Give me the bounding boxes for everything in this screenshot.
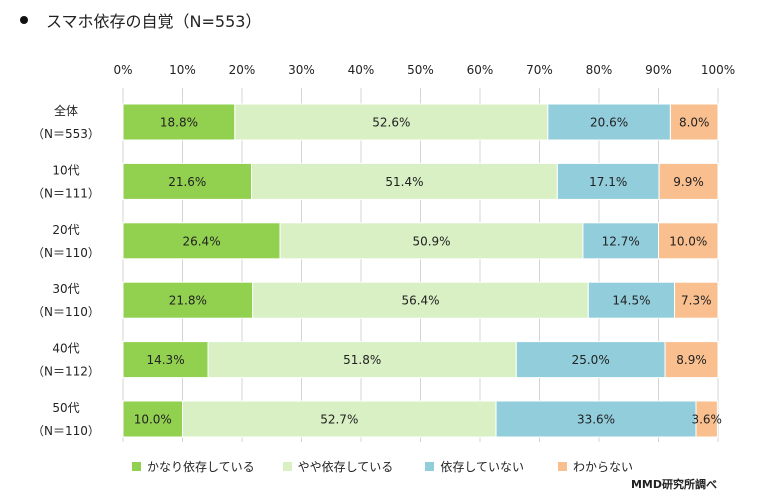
bar-segment	[582, 222, 659, 260]
bar-segment	[664, 341, 719, 379]
bar-segment	[251, 162, 558, 200]
data-label: 33.6%	[577, 413, 615, 427]
category-sample-size: （N＝111）	[32, 186, 100, 200]
x-tick-label: 90%	[645, 63, 672, 77]
legend-item: かなり依存している	[132, 458, 255, 475]
x-tick-label: 70%	[526, 63, 553, 77]
legend-swatch	[132, 462, 141, 471]
legend-item: やや依存している	[282, 458, 394, 475]
bar-segment	[234, 103, 549, 141]
data-label: 50.9%	[412, 234, 450, 248]
category-label: 30代	[52, 282, 79, 296]
data-label: 26.4%	[182, 234, 220, 248]
bar-segment	[182, 400, 497, 438]
data-label: 56.4%	[401, 294, 439, 308]
source-credit: MMD研究所調べ	[630, 478, 717, 491]
x-tick-label: 60%	[467, 63, 494, 77]
category-label: 20代	[52, 223, 79, 237]
x-tick-label: 30%	[288, 63, 315, 77]
x-tick-label: 10%	[169, 63, 196, 77]
data-label: 52.7%	[320, 413, 358, 427]
bar-segment	[587, 281, 676, 319]
data-label: 10.0%	[134, 413, 172, 427]
data-label: 51.4%	[385, 175, 423, 189]
data-label: 14.3%	[146, 353, 184, 367]
legend-label: やや依存している	[297, 460, 394, 474]
category-label: 50代	[52, 401, 79, 415]
category-sample-size: （N＝110）	[32, 246, 100, 260]
data-label: 7.3%	[681, 294, 712, 308]
bullet-icon	[20, 16, 28, 24]
bar-segment	[515, 341, 666, 379]
stacked-bar-chart: 0% 10% 20% 30% 40% 50% 60% 70% 80% 90% 100% 18.8% 52…	[32, 63, 735, 442]
bar-segment	[658, 162, 719, 200]
x-tick-label: 50%	[407, 63, 434, 77]
bar-segment	[279, 222, 584, 260]
bar-segment	[122, 222, 281, 260]
legend: かなり依存している やや依存している 依存していない わからない	[132, 458, 633, 475]
chart-title-text: スマホ依存の自覚（N=553）	[46, 12, 262, 31]
legend-swatch	[557, 462, 567, 471]
data-label: 10.0%	[669, 234, 707, 248]
bar-segment	[695, 400, 718, 438]
bar-segment	[669, 103, 719, 141]
data-label: 25.0%	[572, 353, 610, 367]
x-tick-label: 20%	[229, 63, 256, 77]
data-label: 17.1%	[589, 175, 627, 189]
bar-segment	[122, 341, 209, 379]
bar-segment	[122, 162, 253, 200]
x-tick-label: 0%	[113, 63, 132, 77]
data-label: 20.6%	[590, 116, 628, 130]
x-tick-label: 40%	[348, 63, 375, 77]
category-sample-size: （N＝110）	[32, 424, 100, 438]
bar-segment	[252, 281, 589, 319]
legend-item: 依存していない	[425, 458, 524, 475]
bar-segment	[547, 103, 671, 141]
data-label: 14.5%	[612, 294, 650, 308]
data-label: 21.8%	[169, 294, 207, 308]
data-label: 3.6%	[691, 413, 722, 427]
bar-segment	[658, 222, 719, 260]
data-label: 8.9%	[676, 353, 707, 367]
bar-segment	[556, 162, 660, 200]
data-label: 12.7%	[602, 234, 640, 248]
x-tick-label: 80%	[586, 63, 613, 77]
data-label: 9.9%	[673, 175, 704, 189]
data-label: 51.8%	[343, 353, 381, 367]
data-label: 8.0%	[679, 116, 710, 130]
category-sample-size: （N＝112）	[32, 365, 100, 379]
category-sample-size: （N＝110）	[32, 305, 100, 319]
x-tick-label: 100%	[701, 63, 735, 77]
bar-segment	[207, 341, 517, 379]
data-label: 18.8%	[160, 116, 198, 130]
legend-swatch	[282, 462, 292, 471]
category-sample-size: （N＝553）	[32, 127, 100, 141]
legend-label: わからない	[572, 460, 633, 474]
legend-label: 依存していない	[440, 460, 524, 474]
category-label: 全体	[54, 103, 78, 118]
bar-segment	[122, 281, 254, 319]
legend-swatch	[425, 462, 435, 471]
legend-label: かなり依存している	[147, 460, 255, 474]
chart-title: スマホ依存の自覚（N=553）	[20, 8, 261, 32]
category-label: 10代	[52, 163, 79, 177]
data-label: 52.6%	[372, 116, 410, 130]
data-label: 21.6%	[168, 175, 206, 189]
category-label: 40代	[52, 342, 79, 356]
legend-item: わからない	[557, 458, 633, 475]
bar-segment	[674, 281, 719, 319]
